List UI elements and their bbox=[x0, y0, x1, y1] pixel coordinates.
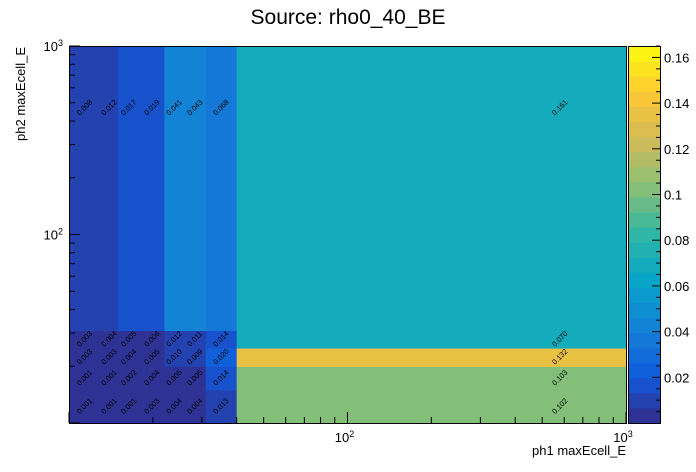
palette-band bbox=[628, 317, 660, 334]
heatmap-cell bbox=[205, 389, 238, 424]
heatmap-cell bbox=[205, 347, 238, 367]
y-axis-ticks: 102 103 bbox=[44, 38, 80, 424]
palette-band bbox=[628, 211, 660, 228]
heatmap-cell bbox=[236, 366, 627, 391]
palette-band bbox=[628, 407, 660, 424]
palette-band bbox=[628, 196, 660, 213]
palette-band bbox=[628, 46, 660, 62]
palette-band bbox=[628, 106, 660, 122]
heatmap-cell bbox=[118, 366, 141, 391]
heatmap-cell bbox=[69, 366, 102, 391]
color-palette-frame bbox=[628, 46, 661, 424]
palette-tick-label: 0.02 bbox=[664, 370, 689, 385]
x-axis-ticks: 102 103 bbox=[68, 412, 633, 445]
heatmap-cell bbox=[164, 389, 186, 424]
heatmap-cell bbox=[69, 389, 102, 424]
x-tick-label: 102 bbox=[335, 429, 354, 445]
palette-band bbox=[628, 151, 660, 168]
heatmap-cell bbox=[118, 330, 141, 349]
heatmap-cell bbox=[118, 46, 141, 331]
heatmap-cell bbox=[69, 347, 102, 367]
heatmap-cell bbox=[100, 347, 119, 367]
y-axis-title: ph2 maxEcell_E bbox=[13, 47, 28, 141]
heatmap-cell bbox=[140, 366, 165, 391]
palette-tick-label: 0.16 bbox=[664, 50, 689, 65]
heatmap-cell bbox=[184, 347, 207, 367]
palette-band bbox=[628, 76, 660, 92]
heatmap-cell bbox=[164, 330, 186, 349]
palette-band bbox=[628, 181, 660, 198]
heatmap-cell bbox=[100, 330, 119, 349]
chart-title: Source: rho0_40_BE bbox=[251, 6, 446, 29]
palette-band bbox=[628, 61, 660, 77]
heatmap-cell bbox=[184, 46, 207, 331]
heatmap-cell bbox=[184, 330, 207, 349]
heatmap-cell bbox=[184, 366, 207, 391]
heatmap-cell bbox=[140, 46, 165, 331]
x-tick-label: 103 bbox=[613, 429, 632, 445]
color-palette-ticks: 0.02 0.04 0.06 0.08 0.1 0.12 0.14 0.16 bbox=[652, 45, 689, 413]
heatmap-cell bbox=[184, 389, 207, 424]
palette-band bbox=[628, 121, 660, 138]
palette-band bbox=[628, 272, 660, 288]
heatmap-cell bbox=[69, 330, 102, 349]
heatmap-cell bbox=[118, 347, 141, 367]
palette-band bbox=[628, 302, 660, 319]
palette-band bbox=[628, 242, 660, 258]
heatmap-cell bbox=[100, 389, 119, 424]
palette-band bbox=[628, 362, 660, 379]
heatmap-cell bbox=[205, 46, 238, 331]
palette-tick-label: 0.08 bbox=[664, 233, 689, 248]
palette-tick-label: 0.06 bbox=[664, 279, 689, 294]
heatmap-cell bbox=[205, 330, 238, 349]
heatmap-cell bbox=[164, 366, 186, 391]
heatmap-cell bbox=[236, 347, 627, 367]
palette-band bbox=[628, 226, 660, 243]
palette-tick-label: 0.1 bbox=[664, 188, 682, 203]
heatmap-cell bbox=[236, 330, 627, 349]
heatmap-cell bbox=[118, 389, 141, 424]
x-axis-title: ph1 maxEcell_E bbox=[532, 443, 626, 458]
palette-band bbox=[628, 91, 660, 107]
palette-band bbox=[628, 347, 660, 364]
color-palette bbox=[628, 46, 660, 424]
palette-tick-label: 0.12 bbox=[664, 142, 689, 157]
heatmap-cell bbox=[205, 366, 238, 391]
heatmap-cell bbox=[100, 46, 119, 331]
y-tick-label: 103 bbox=[44, 38, 63, 54]
heatmap-cell bbox=[69, 46, 102, 331]
palette-band bbox=[628, 136, 660, 153]
palette-band bbox=[628, 257, 660, 273]
palette-band bbox=[628, 287, 660, 303]
palette-band bbox=[628, 332, 660, 349]
palette-tick-label: 0.14 bbox=[664, 96, 689, 111]
heatmap-cell bbox=[164, 46, 186, 331]
palette-tick-label: 0.04 bbox=[664, 325, 689, 340]
heatmap-cell bbox=[236, 46, 627, 331]
heatmap-cell bbox=[100, 366, 119, 391]
heatmap-cell bbox=[164, 347, 186, 367]
palette-band bbox=[628, 377, 660, 394]
heatmap-cell bbox=[140, 330, 165, 349]
heatmap-cell bbox=[140, 347, 165, 367]
palette-band bbox=[628, 392, 660, 409]
palette-band bbox=[628, 166, 660, 183]
y-tick-label: 102 bbox=[44, 227, 63, 243]
